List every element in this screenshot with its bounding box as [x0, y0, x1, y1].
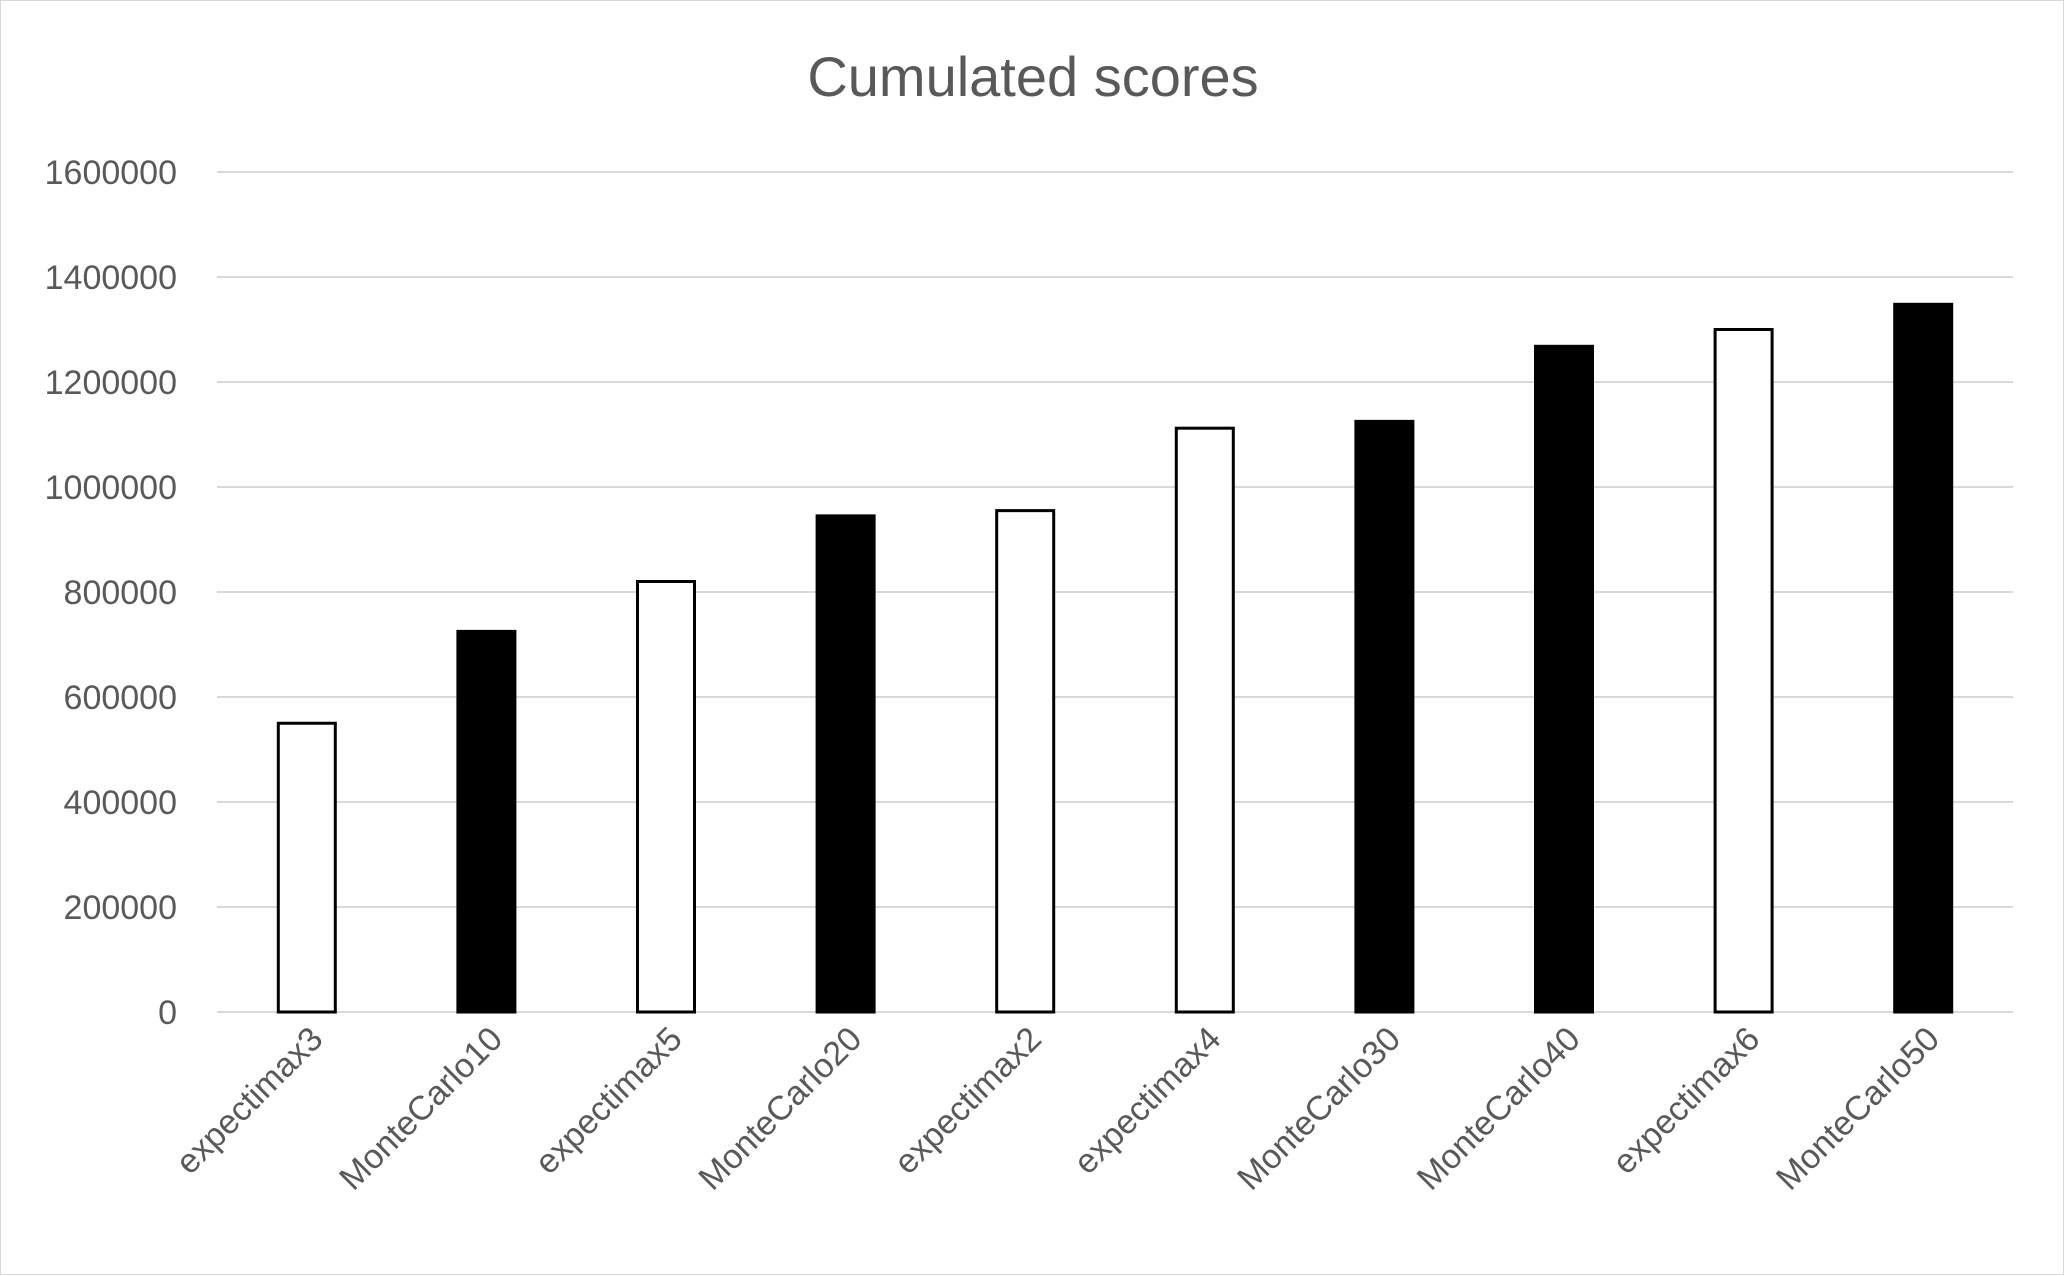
- y-tick-label: 200000: [64, 889, 177, 927]
- bar-MonteCarlo50: [1893, 302, 1954, 1014]
- bar-layer: [276, 302, 1954, 1014]
- x-tick-label: expectimax6: [1605, 1020, 1767, 1182]
- x-tick-layer: expectimax3 MonteCarlo10 expectimax5 MonteC…: [169, 1020, 1947, 1198]
- y-tick-label: 1000000: [45, 469, 177, 507]
- bar-MonteCarlo10: [456, 629, 517, 1014]
- bar-MonteCarlo40: [1534, 344, 1594, 1014]
- y-tick-label: 400000: [64, 784, 177, 822]
- y-tick-label: 600000: [64, 679, 177, 717]
- x-tick-label: MonteCarlo10: [332, 1020, 510, 1198]
- bar-MonteCarlo30: [1354, 419, 1415, 1014]
- bar-expectimax2: [995, 509, 1056, 1014]
- x-tick-label: expectimax2: [887, 1020, 1049, 1182]
- y-tick-layer: 0 200000 400000 600000 800000 1000000 1200000 1…: [45, 154, 177, 1032]
- bar-expectimax3: [276, 721, 337, 1014]
- y-tick-label: 0: [158, 994, 177, 1032]
- y-tick-label: 800000: [64, 574, 177, 612]
- bar-expectimax4: [1174, 426, 1235, 1014]
- y-tick-label: 1200000: [45, 364, 177, 402]
- x-tick-label: MonteCarlo20: [691, 1020, 869, 1198]
- bar-expectimax6: [1713, 328, 1774, 1014]
- x-tick-label: expectimax3: [169, 1020, 331, 1182]
- x-tick-label: expectimax5: [528, 1020, 690, 1182]
- chart-title: Cumulated scores: [807, 45, 1258, 108]
- bar-MonteCarlo20: [815, 514, 876, 1014]
- bar-expectimax5: [636, 580, 696, 1014]
- x-tick-label: expectimax4: [1067, 1020, 1229, 1182]
- x-tick-label: MonteCarlo50: [1769, 1020, 1947, 1198]
- x-tick-label: MonteCarlo30: [1230, 1020, 1408, 1198]
- y-tick-label: 1600000: [45, 154, 177, 192]
- x-tick-label: MonteCarlo40: [1410, 1020, 1588, 1198]
- y-tick-label: 1400000: [45, 259, 177, 297]
